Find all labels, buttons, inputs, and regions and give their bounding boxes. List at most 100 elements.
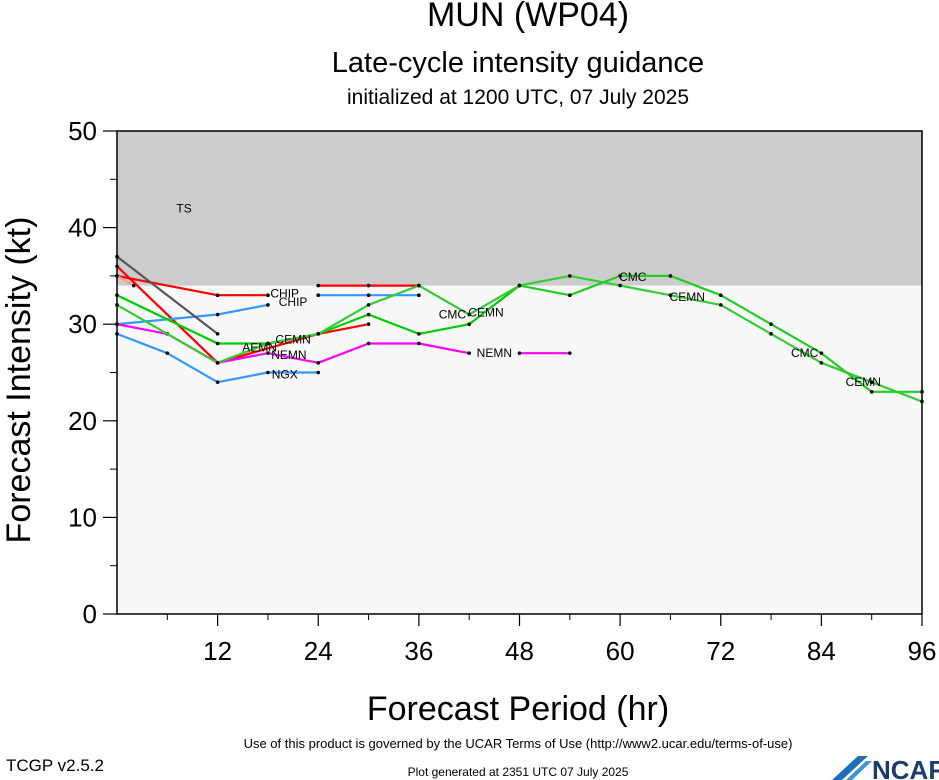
data-point [417,293,421,298]
y-tick-label: 40 [68,213,97,243]
data-point [316,370,321,375]
series-label-chip: CHIP [270,286,299,300]
data-point [366,303,371,307]
y-tick-label: 0 [83,599,97,629]
ts-band [117,131,922,286]
plot-area [117,131,922,614]
series-label-nemn: NEMN [477,346,512,360]
data-point [115,322,119,327]
data-point [316,361,321,365]
series-label-cmc: CMC [439,308,467,322]
data-point [266,341,270,346]
chart-subtitle: Late-cycle intensity guidance [332,47,704,79]
data-point [115,254,119,259]
series-label-cemn: CEMN [670,290,705,304]
axes: 0 10 20 30 40 50 12 24 36 48 60 72 84 96 [68,116,936,666]
y-axis-label: Forecast Intensity (kt) [0,217,38,544]
y-tick-label: 30 [68,309,97,339]
data-point [115,293,119,298]
y-tick-label: 10 [68,502,97,532]
data-point [769,322,773,327]
chart-init-time: initialized at 1200 UTC, 07 July 2025 [347,86,689,109]
series-label-ngx: NGX [272,367,298,381]
data-point [215,332,220,336]
series-label-cemn: CEMN [846,375,881,389]
chart-title: MUN (WP04) [427,0,629,34]
x-tick-label: 12 [203,636,232,666]
data-point [668,274,673,278]
terms-of-use: Use of this product is governed by the U… [244,736,793,751]
series-label-nemn: NEMN [271,348,306,362]
series-label-aemn: AEMN [242,340,277,354]
data-point [131,283,136,288]
data-point [467,312,471,317]
ts-band-label: TS [176,201,191,215]
data-point [568,274,572,278]
data-point [266,293,270,298]
data-point [467,322,471,327]
data-point [920,390,924,394]
data-point [266,370,270,375]
data-point [316,283,321,288]
data-point [819,351,824,355]
data-point [718,293,723,298]
data-point [417,283,421,288]
data-point [316,293,321,298]
ncar-logo-text: NCAR [872,755,939,780]
data-point [366,293,371,298]
data-point [568,351,572,355]
generated-time: Plot generated at 2351 UTC 07 July 2025 [408,765,629,779]
data-point [366,283,371,288]
ncar-logo-mark [832,756,868,780]
series-label-cmc: CMC [619,270,647,284]
y-tick-label: 50 [68,116,97,146]
data-point [115,332,119,336]
y-tick-label: 20 [68,406,97,436]
series-line-cmc [116,274,923,403]
data-point [115,274,119,278]
x-axis-label: Forecast Period (hr) [367,690,669,728]
data-point [769,332,773,336]
x-tick-label: 96 [908,636,937,666]
series-line-aemn [116,284,521,345]
data-point [568,293,572,298]
data-point [366,341,371,346]
data-point [417,332,421,336]
x-tick-label: 36 [404,636,433,666]
series-line-unnamed [116,274,135,287]
data-point [115,303,119,307]
data-point [517,351,522,355]
data-point [417,341,421,346]
data-point [215,341,220,346]
x-tick-label: 24 [304,636,333,666]
ncar-logo-mark-accent [846,761,872,780]
x-tick-label: 72 [706,636,735,666]
data-point [266,351,270,355]
data-point [115,264,119,269]
x-tick-label: 48 [505,636,534,666]
data-point [215,293,220,298]
data-point [718,303,723,307]
x-tick-label: 84 [807,636,836,666]
data-point [920,399,924,404]
series-label-cemn: CEMN [275,333,310,347]
data-point [215,312,220,317]
data-point [165,351,170,355]
data-point [266,303,270,307]
ncar-logo: NCAR [832,755,939,780]
series-label-chip: CHIP [279,295,308,309]
series-label-cemn: CEMN [468,306,503,320]
data-point [215,380,220,384]
data-point [869,390,874,394]
version-label: TCGP v2.5.2 [6,756,104,775]
series-line-unnamed [116,255,219,335]
data-point [869,380,874,384]
series-label-cmc: CMC [791,346,819,360]
series-layer [115,254,924,404]
series-line-unnamed [116,265,369,364]
data-point [316,332,321,336]
data-point [618,283,622,288]
data-point [467,351,471,355]
